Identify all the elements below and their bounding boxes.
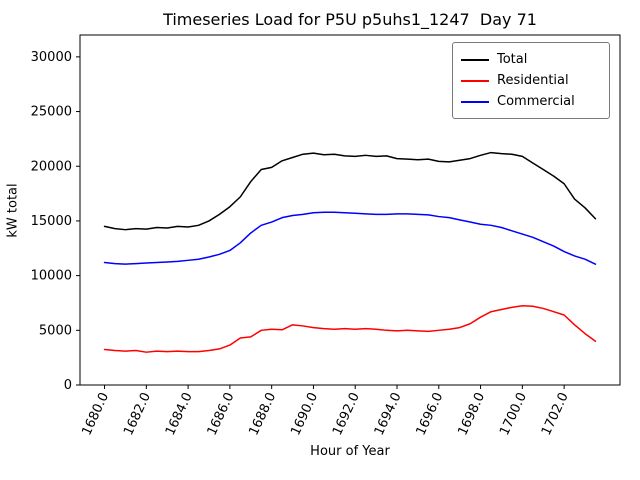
legend-label: Residential <box>497 73 569 88</box>
legend-line-sample-commercial <box>461 100 489 103</box>
y-tick-label: 15000 <box>31 214 72 229</box>
x-tick-label: 1700.0 <box>497 390 530 438</box>
x-axis-label: Hour of Year <box>310 444 390 459</box>
x-tick-label: 1688.0 <box>246 390 279 438</box>
y-tick-label: 0 <box>64 378 72 393</box>
chart-title: Timeseries Load for P5U p5uhs1_1247 Day … <box>163 10 537 29</box>
series-line-commercial <box>103 211 597 265</box>
series-line-residential <box>103 304 597 353</box>
legend-label: Total <box>497 52 528 67</box>
legend: Total Residential Commercial <box>452 42 610 119</box>
x-tick-label: 1686.0 <box>205 390 238 438</box>
x-tick-label: 1690.0 <box>288 390 321 438</box>
x-tick-label: 1692.0 <box>330 390 363 438</box>
legend-entry-commercial: Commercial <box>461 91 601 112</box>
x-tick-label: 1698.0 <box>455 390 488 438</box>
x-tick-label: 1680.0 <box>79 390 112 438</box>
legend-entry-total: Total <box>461 49 601 70</box>
y-tick-label: 25000 <box>31 105 72 120</box>
legend-entry-residential: Residential <box>461 70 601 91</box>
legend-line-sample-total <box>461 58 489 61</box>
x-tick-label: 1696.0 <box>414 390 447 438</box>
y-tick-label: 20000 <box>31 159 72 174</box>
series-line-total <box>103 151 597 231</box>
x-tick-label: 1702.0 <box>539 390 572 438</box>
y-tick-label: 10000 <box>31 269 72 284</box>
y-tick-label: 5000 <box>39 323 72 338</box>
y-tick-label: 30000 <box>31 50 72 65</box>
legend-label: Commercial <box>497 94 575 109</box>
legend-line-sample-residential <box>461 79 489 82</box>
y-axis-label: kW total <box>5 183 21 238</box>
x-tick-label: 1684.0 <box>163 390 196 438</box>
x-tick-label: 1682.0 <box>121 390 154 438</box>
axes-box <box>79 34 621 386</box>
x-tick-label: 1694.0 <box>372 390 405 438</box>
